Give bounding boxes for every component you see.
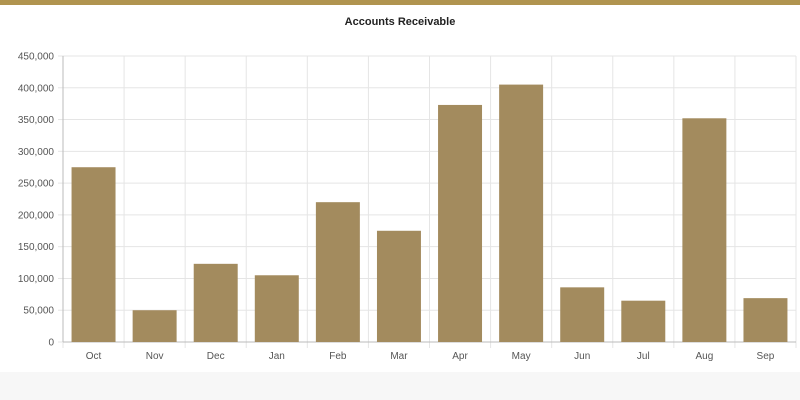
x-tick-label: Apr xyxy=(452,351,468,362)
x-tick-label: Sep xyxy=(757,351,775,362)
y-tick-label: 100,000 xyxy=(18,274,55,285)
bar-jan xyxy=(254,275,299,342)
bar-apr xyxy=(438,104,483,342)
bar-sep xyxy=(743,298,788,342)
x-tick-label: Aug xyxy=(695,351,713,362)
x-tick-label: Mar xyxy=(390,351,408,362)
x-tick-label: Jan xyxy=(269,351,285,362)
bar-dec xyxy=(193,263,238,342)
y-tick-label: 400,000 xyxy=(18,83,55,94)
y-tick-label: 250,000 xyxy=(18,179,55,190)
x-tick-label: Jul xyxy=(637,351,650,362)
y-tick-label: 300,000 xyxy=(18,147,55,158)
x-tick-label: Nov xyxy=(146,351,164,362)
y-tick-label: 200,000 xyxy=(18,210,55,221)
x-tick-label: Dec xyxy=(207,351,225,362)
y-tick-label: 0 xyxy=(48,338,54,349)
x-tick-label: Feb xyxy=(329,351,347,362)
bar-aug xyxy=(682,118,727,342)
x-tick-label: Jun xyxy=(574,351,590,362)
y-tick-label: 150,000 xyxy=(18,242,55,253)
top-accent-rule xyxy=(0,0,800,5)
y-tick-label: 350,000 xyxy=(18,115,55,126)
bar-feb xyxy=(315,202,360,342)
bar-mar xyxy=(376,230,421,342)
y-tick-label: 450,000 xyxy=(18,52,55,63)
x-tick-label: Oct xyxy=(86,351,102,362)
bar-jun xyxy=(560,287,605,342)
x-tick-label: May xyxy=(512,351,531,362)
bar-may xyxy=(499,84,544,342)
y-tick-label: 50,000 xyxy=(23,306,54,317)
bar-jul xyxy=(621,300,666,342)
bar-oct xyxy=(71,167,116,342)
chart-title: Accounts Receivable xyxy=(344,16,456,28)
bottom-band xyxy=(0,372,800,400)
bar-nov xyxy=(132,310,177,342)
